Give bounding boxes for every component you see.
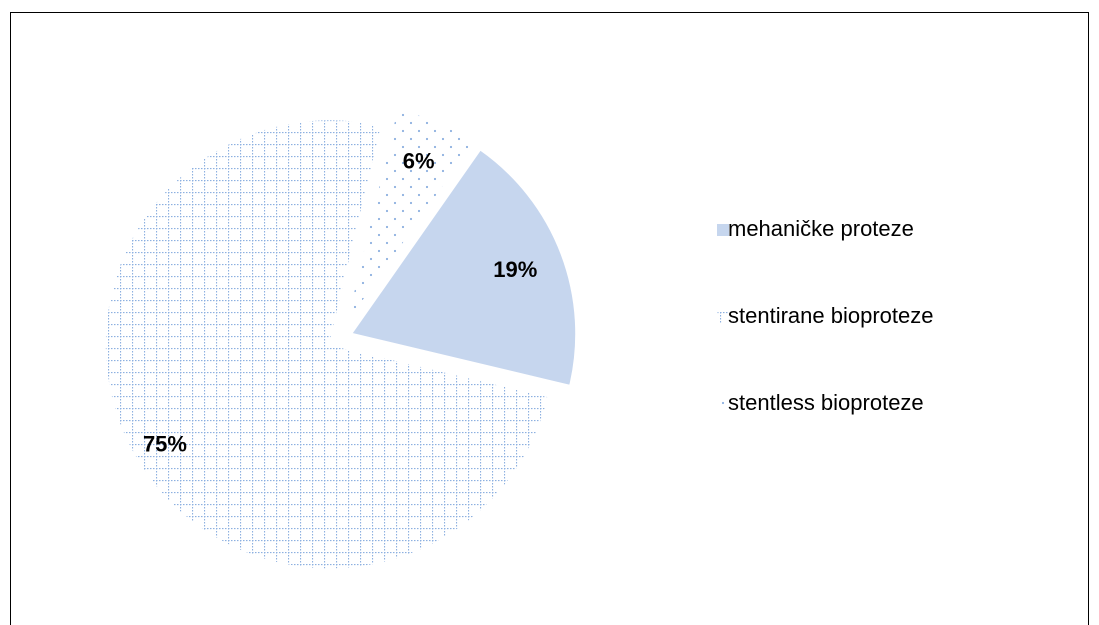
legend-label: mehaničke proteze	[728, 216, 914, 241]
data-label: 75%	[143, 431, 187, 456]
pie-slice	[103, 118, 550, 571]
legend-swatch	[717, 224, 729, 236]
pie-slice	[343, 106, 476, 328]
pie-slice	[349, 148, 578, 388]
legend-swatch	[716, 310, 730, 324]
legend-label: stentirane bioproteze	[728, 303, 933, 328]
legend-swatch	[716, 397, 730, 411]
data-label: 6%	[403, 149, 435, 174]
legend-label: stentless bioproteze	[728, 390, 924, 415]
data-label: 19%	[493, 257, 537, 282]
